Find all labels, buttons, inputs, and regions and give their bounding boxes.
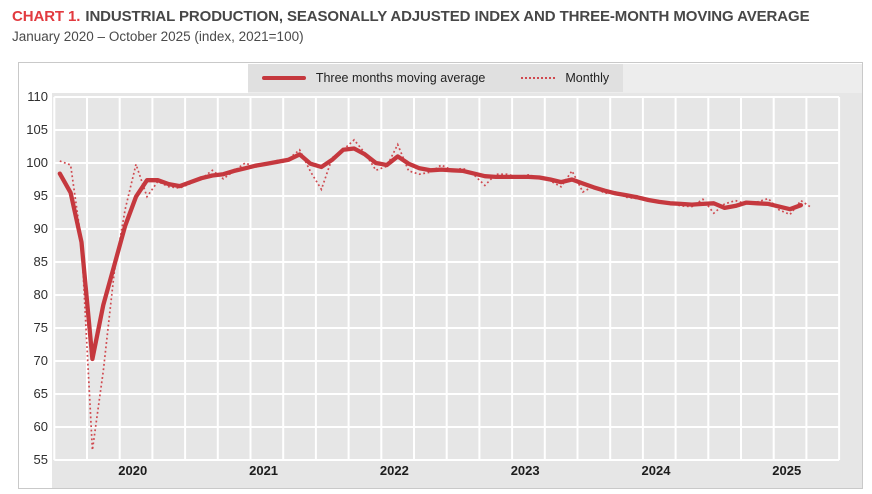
x-year-label: 2021 bbox=[249, 463, 279, 478]
y-tick-label: 95 bbox=[33, 188, 48, 203]
y-tick-label: 65 bbox=[33, 386, 48, 401]
x-year-label: 2020 bbox=[118, 463, 148, 478]
plot-panel bbox=[52, 93, 862, 488]
y-tick-label: 80 bbox=[33, 287, 48, 302]
chart-block: Three months moving average Monthly 55 60… bbox=[18, 62, 863, 489]
y-tick-label: 105 bbox=[26, 122, 48, 137]
legend-dotted-line-sample bbox=[521, 77, 556, 79]
page-title: CHART 1. INDUSTRIAL PRODUCTION, SEASONALL… bbox=[12, 8, 862, 25]
legend-solid-line-sample bbox=[261, 76, 306, 80]
y-tick-label: 90 bbox=[33, 221, 48, 236]
y-tick-label: 110 bbox=[27, 89, 48, 104]
legend: Three months moving average Monthly bbox=[248, 64, 623, 92]
chart-title-text: INDUSTRIAL PRODUCTION, SEASONALLY ADJUST… bbox=[85, 8, 810, 25]
y-tick-label: 100 bbox=[26, 155, 48, 170]
chart-subtitle: January 2020 – October 2025 (index, 2021… bbox=[12, 29, 304, 44]
y-tick-label: 85 bbox=[33, 254, 48, 269]
x-year-label: 2024 bbox=[641, 463, 671, 478]
x-year-label: 2022 bbox=[379, 463, 409, 478]
y-tick-label: 60 bbox=[33, 419, 48, 434]
y-tick-label: 75 bbox=[33, 320, 48, 335]
x-year-label: 2023 bbox=[510, 463, 540, 478]
y-tick-label: 70 bbox=[33, 353, 48, 368]
legend-item-monthly: Monthly bbox=[565, 71, 610, 85]
legend-item-moving-average: Three months moving average bbox=[315, 71, 486, 85]
y-tick-label: 55 bbox=[33, 452, 48, 467]
x-year-label: 2025 bbox=[772, 463, 802, 478]
chart-number-label: CHART 1. bbox=[12, 8, 81, 25]
